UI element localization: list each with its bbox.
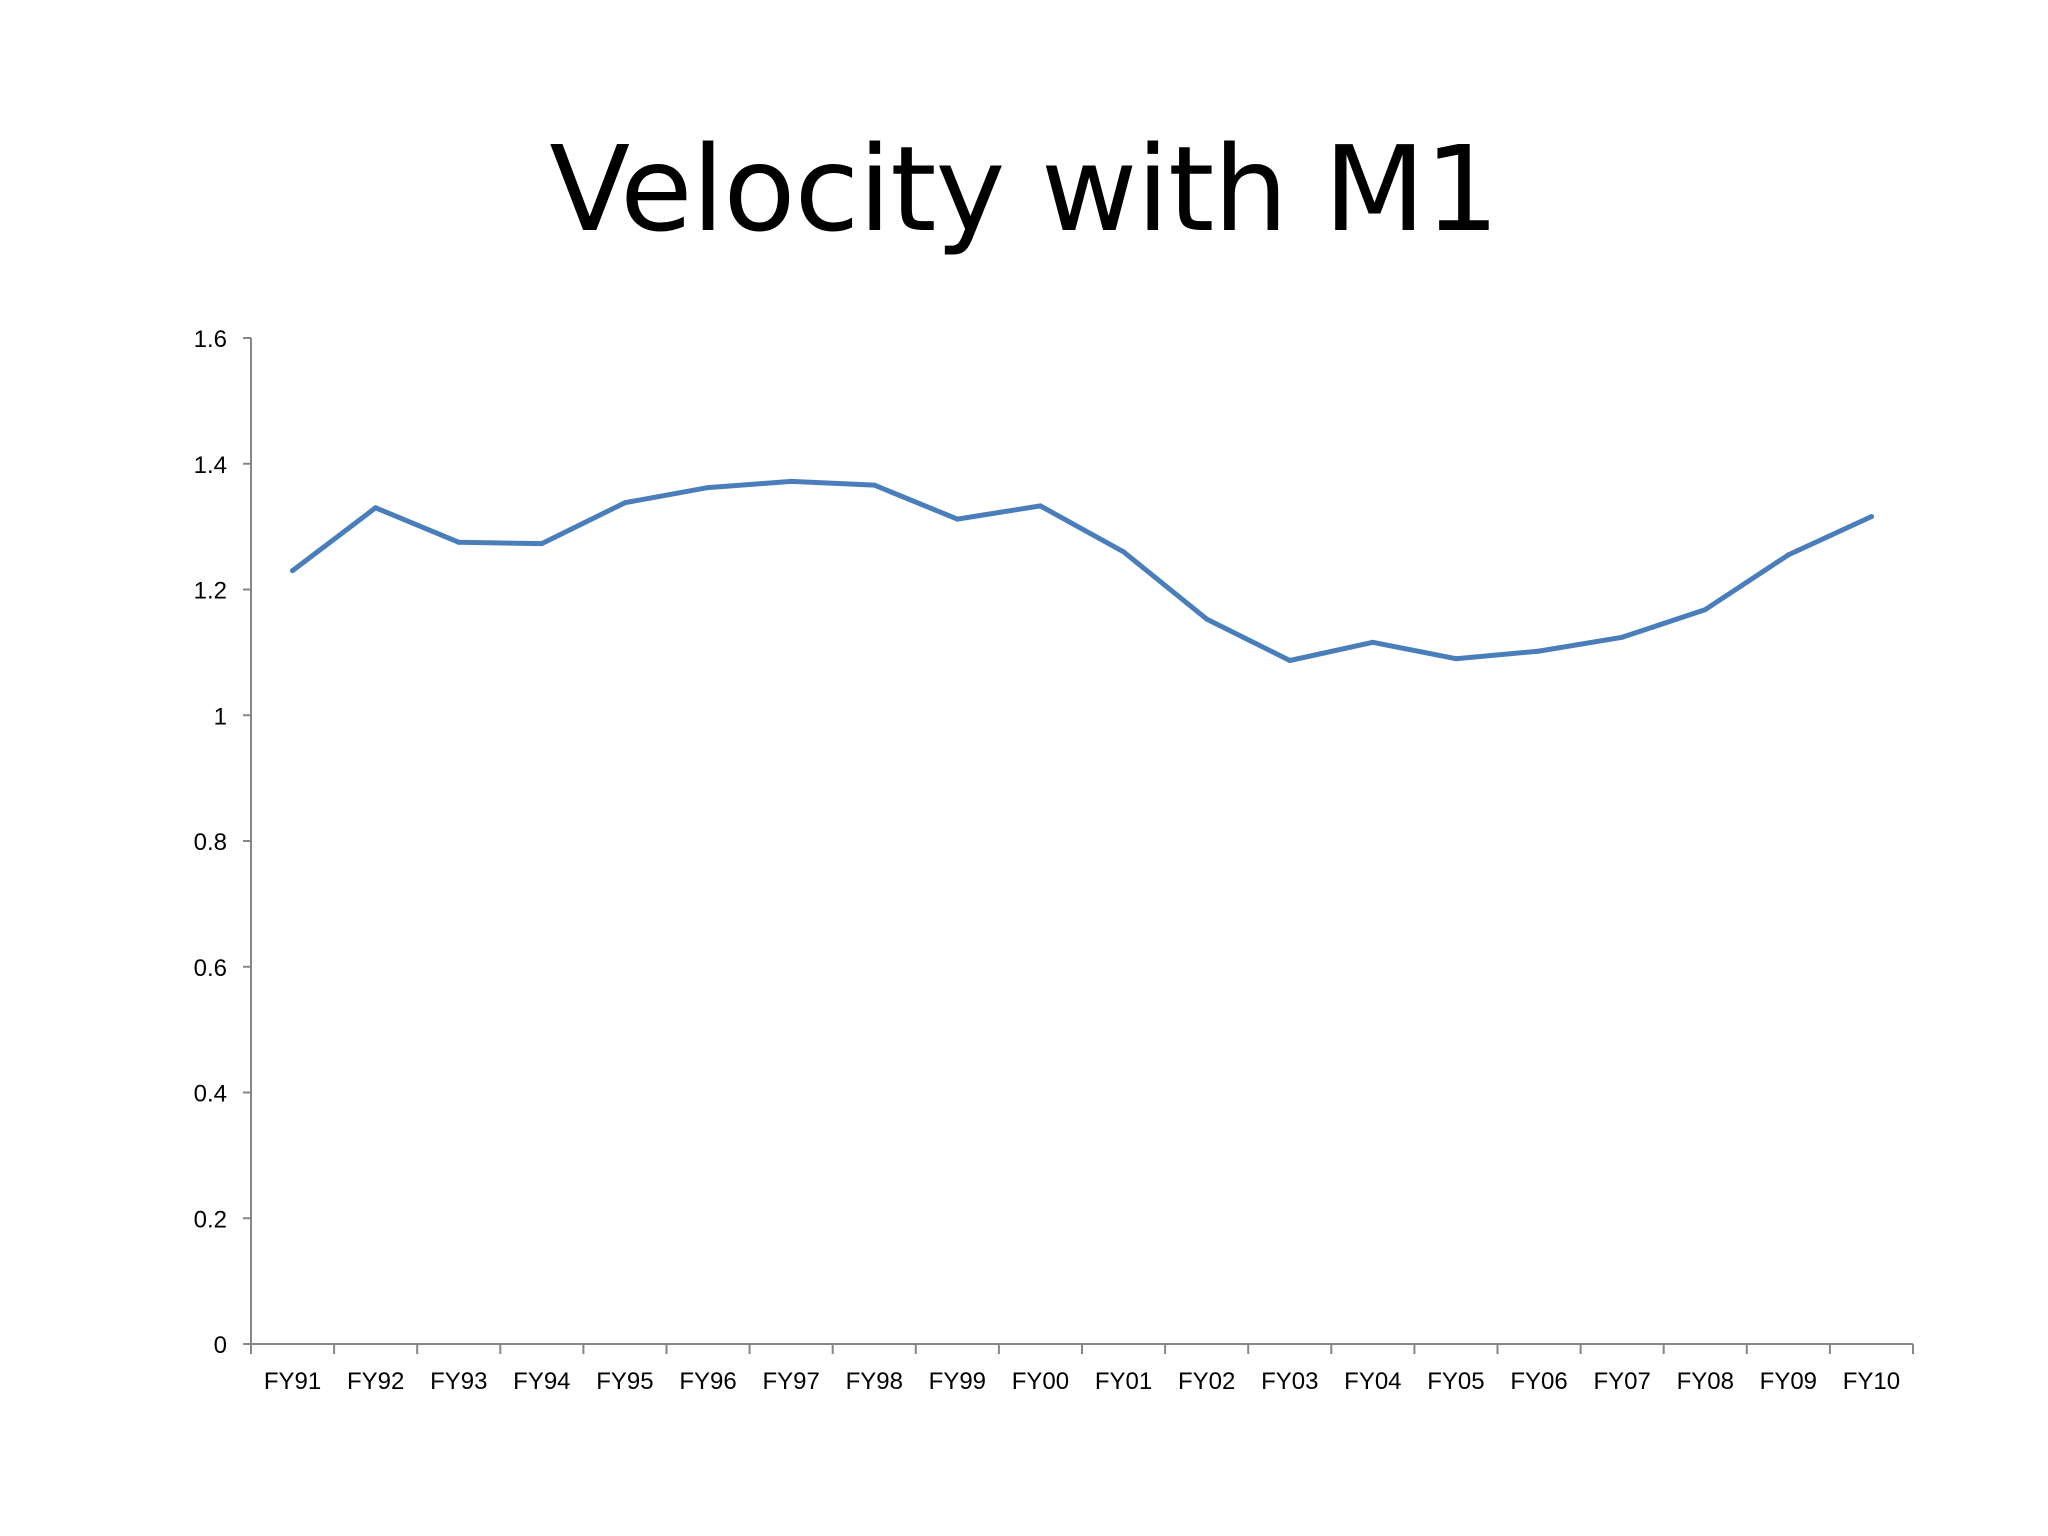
data-point bbox=[1453, 656, 1459, 662]
x-tick-label: FY99 bbox=[929, 1368, 986, 1395]
y-tick-label: 1.6 bbox=[194, 326, 227, 353]
x-tick-label: FY00 bbox=[1012, 1368, 1069, 1395]
x-tick-label: FY10 bbox=[1843, 1368, 1900, 1395]
data-point bbox=[705, 485, 711, 491]
data-point bbox=[1868, 514, 1874, 520]
x-tick-label: FY92 bbox=[347, 1368, 404, 1395]
x-tick-label: FY09 bbox=[1760, 1368, 1817, 1395]
slide-title: Velocity with M1 bbox=[549, 120, 1499, 258]
y-tick-label: 0.4 bbox=[194, 1081, 227, 1108]
x-tick-label: FY07 bbox=[1593, 1368, 1650, 1395]
x-tick-label: FY06 bbox=[1510, 1368, 1567, 1395]
x-tick-label: FY94 bbox=[513, 1368, 570, 1395]
y-axis: 0 0.2 0.4 0.6 0.8 1 1.2 1.4 1.6 bbox=[194, 326, 252, 1359]
y-tick-label: 0.2 bbox=[194, 1206, 227, 1233]
y-tick-label: 1.4 bbox=[194, 452, 227, 479]
data-point bbox=[1121, 549, 1127, 555]
data-point bbox=[1287, 658, 1293, 664]
x-tick-label: FY98 bbox=[846, 1368, 903, 1395]
series-line bbox=[290, 478, 1874, 663]
data-point bbox=[290, 568, 296, 574]
data-point bbox=[373, 505, 379, 511]
data-point bbox=[871, 482, 877, 488]
data-point bbox=[1204, 616, 1210, 622]
x-axis: FY91 FY92 FY93 FY94 FY95 FY96 FY97 FY98 FY99 FY00… bbox=[250, 1343, 1914, 1395]
x-tick-label: FY05 bbox=[1427, 1368, 1484, 1395]
x-tick-label: FY03 bbox=[1261, 1368, 1318, 1395]
y-tick-label: 0.8 bbox=[194, 829, 227, 856]
data-point bbox=[1702, 607, 1708, 613]
data-point bbox=[539, 541, 545, 547]
data-point bbox=[1037, 503, 1043, 509]
data-point bbox=[1536, 648, 1542, 654]
x-tick-label: FY08 bbox=[1677, 1368, 1734, 1395]
data-point bbox=[1619, 634, 1625, 640]
y-tick-label: 0 bbox=[214, 1332, 227, 1359]
x-tick-label: FY02 bbox=[1178, 1368, 1235, 1395]
x-tick-label: FY95 bbox=[596, 1368, 653, 1395]
series-group bbox=[290, 478, 1874, 664]
data-point bbox=[1785, 552, 1791, 558]
y-tick-label: 0.6 bbox=[194, 955, 227, 982]
x-tick-label: FY04 bbox=[1344, 1368, 1401, 1395]
x-tick-label: FY97 bbox=[762, 1368, 819, 1395]
x-tick-label: FY91 bbox=[264, 1368, 321, 1395]
data-point bbox=[622, 500, 628, 506]
data-point bbox=[788, 478, 794, 484]
y-tick-label: 1 bbox=[214, 703, 227, 730]
data-point bbox=[954, 516, 960, 522]
y-tick-label: 1.2 bbox=[194, 578, 227, 605]
data-point bbox=[1370, 639, 1376, 645]
x-tick-label: FY96 bbox=[679, 1368, 736, 1395]
x-tick-label: FY93 bbox=[430, 1368, 487, 1395]
data-point bbox=[456, 539, 462, 545]
x-tick-label: FY01 bbox=[1095, 1368, 1152, 1395]
